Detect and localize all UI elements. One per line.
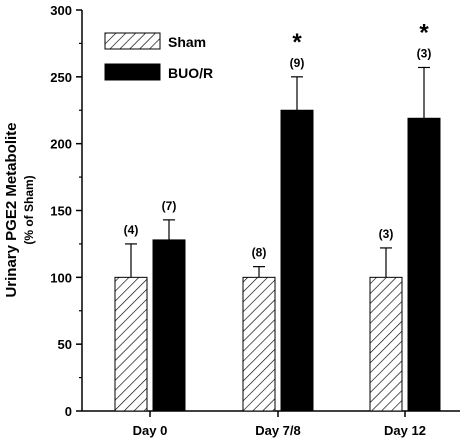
legend-label-sham: Sham [168, 34, 206, 50]
y-tick-label: 200 [50, 137, 72, 152]
y-axis-title-sub: (% of Sham) [22, 175, 36, 244]
n-label-sham: (4) [124, 223, 139, 237]
n-label-sham: (8) [252, 246, 267, 260]
bar-sham [242, 276, 276, 412]
n-label-buor: (3) [417, 46, 432, 60]
significance-marker: * [419, 19, 429, 46]
x-tick-label: Day 12 [384, 423, 426, 438]
n-label-buor: (9) [290, 56, 305, 70]
legend-swatch-sham [104, 32, 161, 50]
significance-marker: * [292, 29, 302, 56]
axes: 0 50 100 150 200 250 300 Day 0 Day 7/8 Day 12 [50, 3, 460, 438]
bar-buor [407, 117, 441, 412]
x-tick-label: Day 7/8 [255, 423, 301, 438]
y-tick-label: 0 [65, 404, 72, 419]
y-tick-label: 50 [58, 337, 72, 352]
n-label-buor: (7) [162, 199, 177, 213]
legend-label-buor: BUO/R [168, 65, 213, 81]
y-tick-label: 100 [50, 270, 72, 285]
x-tick-label: Day 0 [133, 423, 168, 438]
y-tick-label: 250 [50, 70, 72, 85]
bar-buor [152, 239, 186, 412]
n-label-sham: (3) [379, 227, 394, 241]
bar-sham [114, 276, 148, 412]
y-axis-title-main: Urinary PGE2 Metabolite [3, 122, 20, 297]
bars [114, 66, 441, 412]
y-tick-label: 150 [50, 204, 72, 219]
bar-buor [280, 109, 314, 412]
data-labels: (4)(8)(3)(7)(9)* (3)* [124, 19, 432, 259]
y-axis-title: Urinary PGE2 Metabolite (% of Sham) [3, 122, 36, 297]
bar-sham [369, 276, 403, 412]
y-tick-label: 300 [50, 3, 72, 18]
legend-swatch-buor [104, 63, 161, 81]
legend: Sham BUO/R [104, 32, 213, 81]
